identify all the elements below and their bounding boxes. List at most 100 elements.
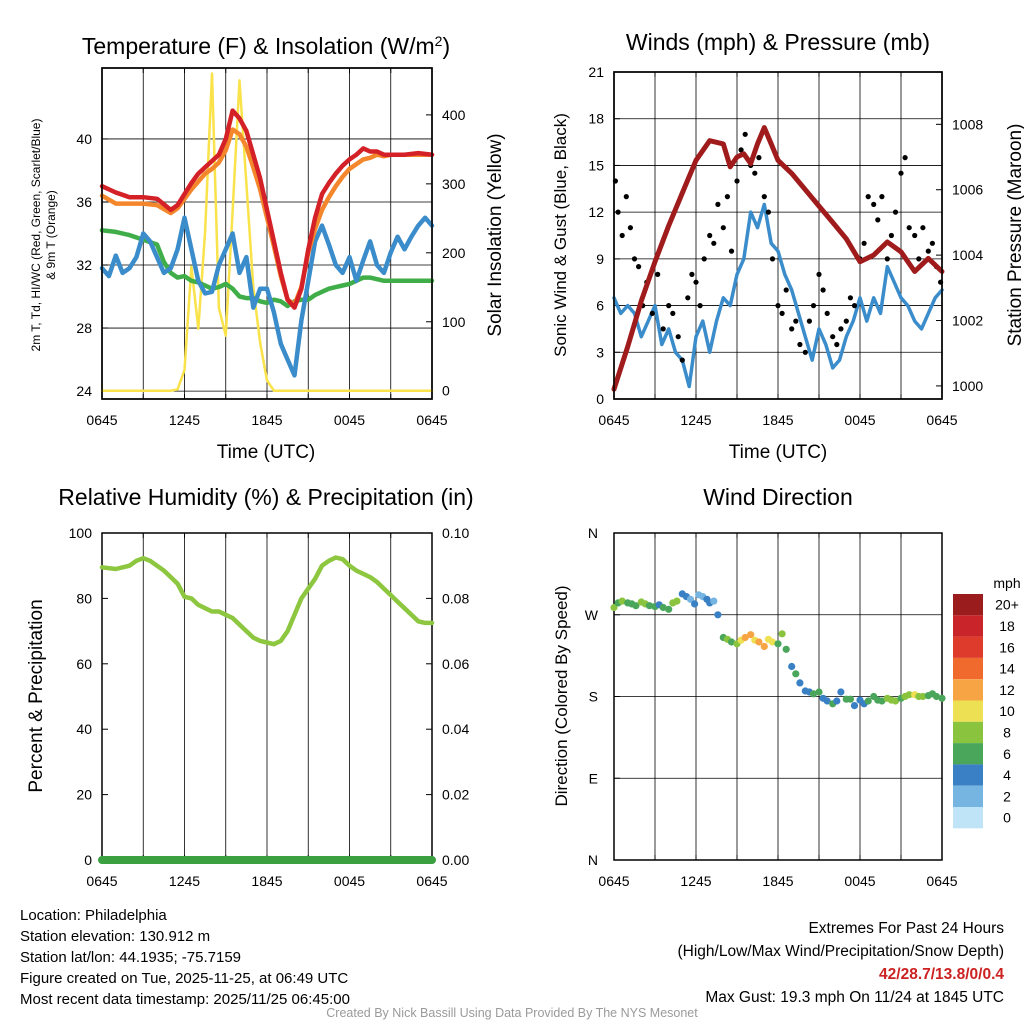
gust-point (843, 318, 849, 324)
gust-point (793, 318, 799, 324)
x-tick-label: 0645 (86, 412, 117, 428)
plot-frame-top (613, 71, 943, 400)
direction-point (815, 688, 823, 696)
wind-panel: Winds (mph) & Pressure (mb) 0 3 6 9 12 15 18 21… (551, 29, 1024, 463)
gust-point (775, 303, 781, 309)
station-info: Location: Philadelphia Station elevation… (20, 905, 350, 1010)
series-line-relative-humidity (99, 555, 435, 647)
extremes-title: Extremes For Past 24 Hours (808, 920, 1004, 937)
legend-swatch (953, 636, 983, 658)
y-tick-label: N (588, 525, 598, 541)
y-tick-label: 20 (76, 787, 92, 803)
series-line-hi-wc (99, 215, 435, 378)
direction-point (618, 597, 626, 605)
y-tick-label: 18 (588, 111, 604, 127)
y-tick-label: 40 (76, 721, 92, 737)
legend-label: 16 (999, 639, 1015, 655)
temperature-x-axis-label: Time (UTC) (217, 442, 316, 463)
station-elevation: Station elevation: 130.912 m (20, 928, 211, 945)
x-tick-label: 0645 (416, 412, 447, 428)
x-tick-label: 0645 (416, 873, 447, 889)
legend-title: mph (993, 575, 1020, 591)
direction-point (837, 688, 845, 696)
gust-point (697, 303, 703, 309)
x-tick-label: 1245 (169, 412, 200, 428)
legend-label: 8 (1003, 724, 1011, 740)
gust-point (865, 194, 871, 200)
x-tick-label: 0645 (926, 412, 957, 428)
direction-point (645, 602, 654, 610)
direction-point (727, 638, 736, 646)
direction-point (768, 638, 777, 646)
right-y-tick-label: 1004 (952, 247, 983, 263)
y-tick-label: 3 (596, 344, 604, 360)
gust-point (660, 326, 666, 332)
y-tick-label: S (589, 689, 598, 705)
gust-point (701, 256, 707, 262)
gust-point (675, 334, 681, 340)
gust-point (631, 256, 638, 262)
legend-label: 20+ (995, 597, 1019, 613)
y-tick-label: 32 (76, 257, 92, 273)
right-y-tick-label: 1008 (952, 116, 983, 132)
direction-point (659, 603, 667, 612)
legend-label: 2 (1003, 788, 1011, 804)
x-tick-label: 1245 (680, 412, 711, 428)
humidity-y-axis-label: Percent & Precipitation (26, 599, 47, 792)
legend-label: 6 (1003, 746, 1011, 762)
direction-point (809, 690, 818, 698)
gust-point (752, 170, 758, 176)
right-y-tick-label: 100 (442, 314, 466, 330)
right-y-tick-label: 300 (442, 176, 466, 192)
gust-point (649, 310, 655, 316)
wind-x-axis-label: Time (UTC) (729, 442, 828, 463)
gust-point (670, 310, 676, 316)
right-y-tick-label: 0.06 (442, 656, 469, 672)
direction-point (673, 597, 681, 605)
legend-label: 4 (1003, 767, 1011, 783)
x-tick-label: 1845 (762, 412, 793, 428)
gust-point (816, 271, 822, 277)
y-tick-label: 40 (76, 131, 92, 147)
gust-point (738, 147, 744, 153)
y-tick-label: 12 (588, 204, 604, 220)
station-latlon: Station lat/lon: 44.1935; -75.7159 (20, 949, 242, 966)
series-line-solar-insolation (100, 72, 434, 392)
temperature-chart-title: Temperature (F) & Insolation (W/m2) (82, 33, 450, 59)
gust-point (861, 240, 867, 246)
direction-point (823, 697, 831, 705)
legend-swatch (953, 679, 983, 701)
direction-point (919, 692, 927, 701)
direction-point (788, 662, 796, 671)
wind-chart-title: Winds (mph) & Pressure (mb) (626, 29, 930, 55)
gust-point (851, 303, 858, 309)
direction-point (665, 605, 673, 613)
gust-point (720, 225, 726, 231)
y-tick-label: W (585, 607, 599, 623)
gust-point (820, 287, 826, 293)
right-y-tick-label: 1006 (952, 182, 983, 198)
x-tick-label: 0645 (926, 873, 957, 889)
figure-created: Figure created on Tue, 2025-11-25, at 06… (20, 970, 349, 987)
direction-point (755, 638, 763, 646)
wind-plot: 0 3 6 9 12 15 18 21 1000 1002 1004 1006 1008 0645 1245… (588, 64, 983, 428)
legend-swatch (953, 764, 983, 786)
max-gust: Max Gust: 19.3 mph On 11/24 at 1845 UTC (705, 989, 1004, 1006)
direction-point (938, 694, 946, 702)
gust-point (810, 303, 817, 309)
extremes-subtitle: (High/Low/Max Wind/Precipitation/Snow De… (677, 943, 1005, 960)
gust-point (789, 326, 795, 332)
direction-point (891, 697, 900, 705)
direction-point (932, 692, 941, 701)
direction-point (610, 603, 618, 612)
direction-point (710, 597, 718, 605)
gust-point (728, 248, 735, 254)
gust-point (769, 256, 776, 262)
direction-point (905, 691, 913, 699)
gust-point (925, 248, 931, 254)
y-tick-label: 80 (76, 590, 92, 606)
gust-point (655, 271, 661, 277)
gust-point (715, 201, 721, 207)
